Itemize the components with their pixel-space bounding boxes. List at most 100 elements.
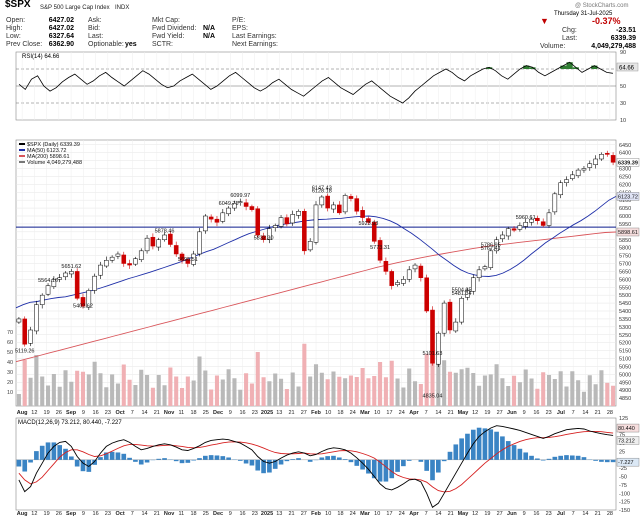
x-tick-label-bottom: Aug <box>17 511 28 517</box>
candle-body <box>500 234 505 240</box>
macd-tag <box>616 436 640 445</box>
x-tick-label-bottom: 16 <box>93 511 99 517</box>
x-tick-label-bottom: 9 <box>82 511 85 517</box>
price-annotation: 5119.26 <box>15 348 34 354</box>
candle-body <box>307 241 313 251</box>
candle-body <box>313 204 319 243</box>
candle-body <box>552 193 558 213</box>
candle-body <box>395 282 400 285</box>
price-annotation: 5767.41 <box>481 246 501 252</box>
volume-bar <box>430 347 435 406</box>
price-annotation: 6128.18 <box>312 189 332 195</box>
price-tick-label: 5500 <box>619 293 631 299</box>
x-tick-label: 12 <box>472 410 478 416</box>
x-tick-label-bottom: Apr <box>409 511 419 517</box>
x-tick-label: 21 <box>154 410 160 416</box>
volume-bar <box>512 375 517 406</box>
x-tick-label-bottom: 14 <box>582 511 588 517</box>
volume-bar <box>424 353 429 406</box>
price-right-tags: 6339.39 6123.72 5898.61 <box>616 158 640 237</box>
volume-bar <box>570 371 575 406</box>
x-tick-label: 18 <box>190 410 196 416</box>
candle-body <box>354 198 360 212</box>
volume-tick-label: 50 <box>7 350 13 356</box>
volume-bar <box>360 368 365 406</box>
volume-bar <box>209 389 214 406</box>
volume-bar <box>92 361 97 406</box>
x-tick-label: 19 <box>44 410 50 416</box>
candle-body <box>255 208 261 236</box>
volume-bar <box>28 377 33 406</box>
candle-body <box>220 212 226 222</box>
low-value: 6327.64 <box>48 33 74 40</box>
low-label: Low: <box>6 33 21 40</box>
change-pct: -0.37% <box>592 16 621 26</box>
macd-tag-label: 73.212 <box>618 438 635 444</box>
volume-bar <box>389 360 394 406</box>
mkt-cap-label: Mkt Cap: <box>152 17 181 24</box>
x-tick-label: 2025 <box>261 410 273 416</box>
x-tick-label: 18 <box>337 410 343 416</box>
price-tick-label: 5350 <box>619 317 631 323</box>
candle-body <box>418 265 424 278</box>
candle-body <box>348 196 354 199</box>
price-tick-label: 5450 <box>619 301 631 307</box>
x-tick-label-bottom: 21 <box>288 511 294 517</box>
volume-bar <box>273 373 278 406</box>
volume-bar <box>267 381 272 406</box>
legend-entry: $SPX (Daily) 6339.39 <box>27 142 80 148</box>
candle-body <box>16 318 22 323</box>
volume-tick-label: 60 <box>7 340 13 346</box>
x-tick-label-bottom: 26 <box>56 511 62 517</box>
x-tick-label: 24 <box>350 410 356 416</box>
candle-body <box>92 275 97 291</box>
candle-body <box>366 218 371 223</box>
price-annotation: 6147.43 <box>312 186 332 192</box>
x-tick-label: 23 <box>252 410 258 416</box>
rsi-grid <box>16 52 616 120</box>
candle-body <box>214 218 220 223</box>
price-tick-label: 6050 <box>619 206 631 212</box>
volume-bar <box>232 378 237 406</box>
down-arrow-icon: ▼ <box>540 16 549 26</box>
volume-bar <box>453 372 458 406</box>
x-tick-label: 10 <box>325 410 331 416</box>
candle-body <box>237 201 243 203</box>
volume-bar <box>436 351 441 406</box>
volume-bar <box>564 386 569 406</box>
x-tick-label-bottom: Nov <box>164 511 175 517</box>
open-label: Open: <box>6 17 26 24</box>
x-tick-label: 25 <box>203 410 209 416</box>
volume-bar <box>395 378 400 406</box>
volume-bar <box>104 387 109 406</box>
price-tick-label: 5050 <box>619 364 631 370</box>
candle-body <box>453 321 459 332</box>
price-tag-label: 6339.39 <box>618 160 638 166</box>
x-tick-label-bottom: 21 <box>154 511 160 517</box>
legend-entry: MA(50) 6123.72 <box>27 148 66 154</box>
volume-bar <box>412 381 418 406</box>
x-tick-label: Nov <box>164 410 175 416</box>
volume-bar <box>354 377 359 406</box>
price-tick-label: 6100 <box>619 198 631 204</box>
macd-tick-label: -75 <box>619 483 627 489</box>
volume-bar <box>535 388 540 406</box>
macd-tick-label: -100 <box>619 491 630 497</box>
price-annotation: 6049.75 <box>219 201 239 207</box>
price-tick-label: 5150 <box>619 349 631 355</box>
watermark: @ StockCharts.com <box>575 3 629 9</box>
x-tick-label-bottom: Jun <box>507 511 517 517</box>
candle-body <box>39 294 45 305</box>
volume-label: Volume: <box>540 43 566 50</box>
x-tick-label: 7 <box>425 410 428 416</box>
candle-body <box>34 304 39 332</box>
legend-entry: MA(200) 5898.61 <box>27 154 70 160</box>
x-tick-label-bottom: Jul <box>557 511 565 517</box>
candle-body <box>168 233 173 245</box>
x-tick-label-bottom: 12 <box>472 511 478 517</box>
volume-bar <box>156 375 161 406</box>
volume-bar <box>401 387 406 406</box>
volume-bar <box>244 373 249 406</box>
macd-tag <box>616 457 640 467</box>
volume-bar <box>471 373 476 406</box>
